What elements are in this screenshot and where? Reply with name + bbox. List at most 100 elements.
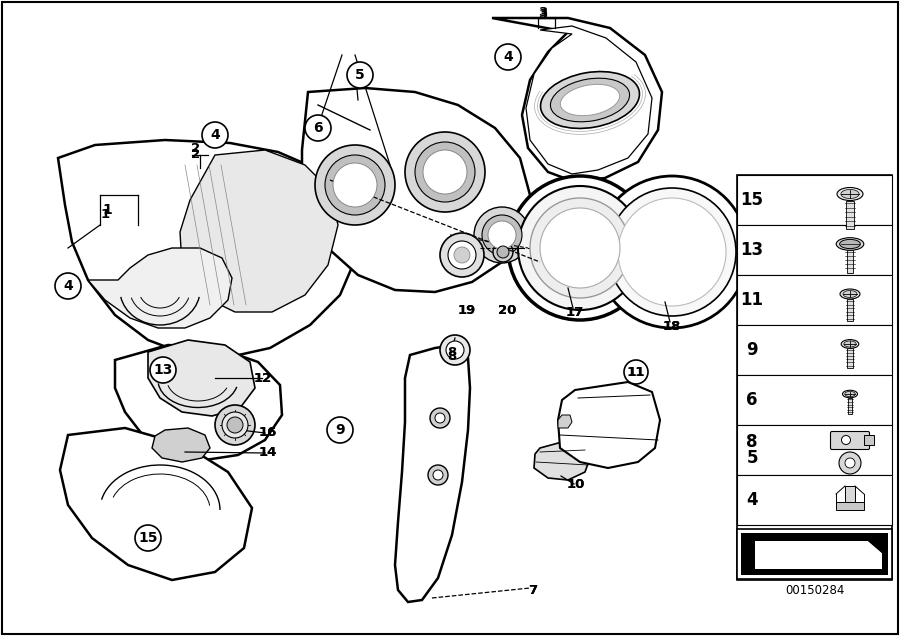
Circle shape <box>347 62 373 88</box>
Circle shape <box>488 221 516 249</box>
Text: 2: 2 <box>192 141 201 155</box>
Text: 13: 13 <box>741 241 763 259</box>
Text: 16: 16 <box>259 427 277 439</box>
Circle shape <box>405 132 485 212</box>
Circle shape <box>150 357 176 383</box>
Circle shape <box>493 242 513 262</box>
Ellipse shape <box>842 391 858 398</box>
Ellipse shape <box>840 289 860 299</box>
Text: 16: 16 <box>259 427 277 439</box>
Text: 12: 12 <box>254 371 272 385</box>
Text: 8: 8 <box>746 432 758 451</box>
Circle shape <box>446 341 464 359</box>
Circle shape <box>55 273 81 299</box>
Ellipse shape <box>836 238 864 251</box>
Text: 1: 1 <box>102 203 112 217</box>
Text: 6: 6 <box>313 121 323 135</box>
Text: 14: 14 <box>259 446 277 459</box>
Polygon shape <box>58 140 355 358</box>
Ellipse shape <box>561 85 620 116</box>
Ellipse shape <box>842 340 859 349</box>
Text: 17: 17 <box>566 305 584 319</box>
Bar <box>846 200 854 229</box>
Bar <box>737 175 892 580</box>
Text: 18: 18 <box>662 319 681 333</box>
Ellipse shape <box>551 78 630 122</box>
Text: 9: 9 <box>335 423 345 437</box>
Polygon shape <box>395 345 470 602</box>
Text: 15: 15 <box>139 531 158 545</box>
Text: 11: 11 <box>627 366 644 378</box>
Circle shape <box>215 405 255 445</box>
Circle shape <box>474 207 530 263</box>
Polygon shape <box>558 415 572 428</box>
Text: 12: 12 <box>254 371 272 385</box>
Text: 7: 7 <box>528 583 537 597</box>
Text: 4: 4 <box>746 491 758 509</box>
Circle shape <box>440 233 484 277</box>
Circle shape <box>618 198 726 306</box>
Circle shape <box>433 470 443 480</box>
Ellipse shape <box>841 190 859 198</box>
Text: 3: 3 <box>538 6 547 18</box>
Circle shape <box>227 417 243 433</box>
Text: 5: 5 <box>746 449 758 467</box>
Circle shape <box>222 412 248 438</box>
Circle shape <box>448 241 476 269</box>
Bar <box>864 435 874 445</box>
Bar <box>737 425 892 475</box>
Circle shape <box>454 247 470 263</box>
Circle shape <box>202 122 228 148</box>
Circle shape <box>482 215 522 255</box>
Circle shape <box>518 186 642 310</box>
Circle shape <box>624 360 648 384</box>
Circle shape <box>305 115 331 141</box>
Circle shape <box>596 176 748 328</box>
Polygon shape <box>60 428 252 580</box>
Circle shape <box>839 452 861 474</box>
Polygon shape <box>148 340 255 416</box>
Text: 8: 8 <box>447 345 456 359</box>
FancyBboxPatch shape <box>831 431 869 450</box>
Ellipse shape <box>837 188 863 200</box>
Polygon shape <box>180 150 338 312</box>
Text: 15: 15 <box>741 191 763 209</box>
Text: 6: 6 <box>746 391 758 409</box>
Text: 11: 11 <box>627 366 645 378</box>
Bar <box>847 299 853 321</box>
Text: 00150284: 00150284 <box>785 584 844 597</box>
Ellipse shape <box>844 341 856 347</box>
Text: 14: 14 <box>259 446 277 459</box>
Ellipse shape <box>541 72 640 128</box>
Text: 5: 5 <box>356 68 364 82</box>
Circle shape <box>540 208 620 288</box>
Circle shape <box>333 163 377 207</box>
Text: 17: 17 <box>566 305 584 319</box>
Text: 4: 4 <box>503 50 513 64</box>
Text: 20: 20 <box>498 303 517 317</box>
Polygon shape <box>868 541 882 553</box>
Circle shape <box>435 413 445 423</box>
Text: 1: 1 <box>101 207 110 221</box>
Polygon shape <box>492 18 662 182</box>
Bar <box>737 475 892 525</box>
Polygon shape <box>152 428 210 462</box>
Text: 7: 7 <box>528 583 537 597</box>
Polygon shape <box>115 345 282 460</box>
Circle shape <box>325 155 385 215</box>
Text: 4: 4 <box>210 128 220 142</box>
Polygon shape <box>755 541 882 569</box>
Bar <box>845 486 855 502</box>
Bar <box>848 349 852 368</box>
Circle shape <box>608 188 736 316</box>
Text: 10: 10 <box>567 478 585 492</box>
Text: 19: 19 <box>458 303 476 317</box>
Bar <box>737 275 892 325</box>
Circle shape <box>423 150 467 194</box>
Text: 9: 9 <box>746 341 758 359</box>
Circle shape <box>497 246 509 258</box>
Circle shape <box>428 465 448 485</box>
Bar <box>737 375 892 425</box>
Text: 19: 19 <box>458 303 476 317</box>
Circle shape <box>508 176 652 320</box>
